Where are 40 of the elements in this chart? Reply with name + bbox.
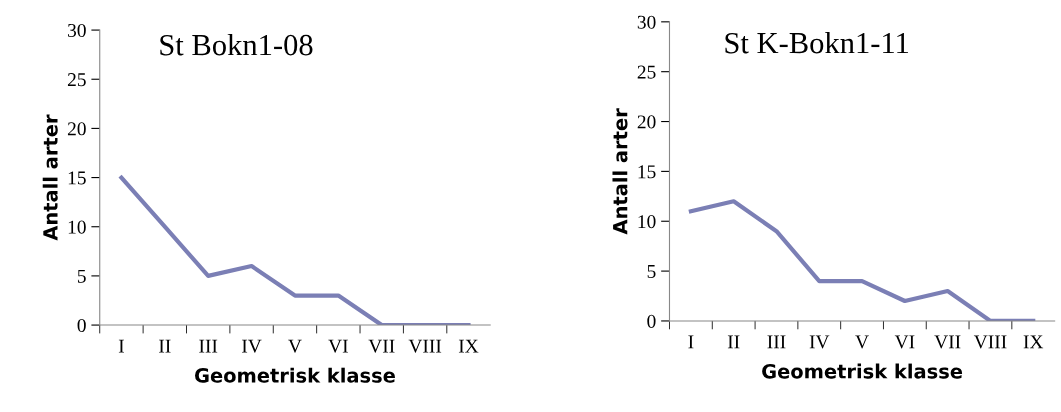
line-series <box>119 175 471 326</box>
x-tick-label: VIII <box>973 335 1007 349</box>
y-axis-title: Antall arter <box>42 114 58 241</box>
x-tick-label: IV <box>809 335 830 349</box>
y-tick-label: 10 <box>638 215 656 229</box>
y-tick-label: 10 <box>68 220 86 234</box>
y-tick-label: 30 <box>637 15 656 29</box>
line-series <box>688 199 1036 321</box>
x-tick-label: VI <box>328 339 348 353</box>
chart-title: St Bokn1-08 <box>160 33 313 56</box>
x-tick-label: IV <box>242 339 262 353</box>
x-tick-label: VII <box>934 335 961 349</box>
y-tick-label: 15 <box>68 171 86 185</box>
x-tick-label: III <box>767 335 786 349</box>
x-tick-label: V <box>288 339 302 353</box>
y-tick-label: 20 <box>637 115 656 129</box>
x-tick-label: VII <box>368 339 395 353</box>
x-tick-label: III <box>199 339 218 353</box>
x-tick-label: I <box>118 339 124 353</box>
x-tick-label: IX <box>458 339 479 353</box>
y-tick-label: 15 <box>638 165 656 179</box>
y-tick-label: 5 <box>647 265 656 279</box>
x-tick-label: VIII <box>408 339 442 353</box>
y-tick-label: 25 <box>637 65 656 79</box>
y-tick-label: 25 <box>67 73 86 87</box>
y-tick-label: 0 <box>647 314 656 328</box>
x-tick-label: IX <box>1023 335 1044 349</box>
y-tick-label: 0 <box>77 318 86 333</box>
x-tick-label: II <box>159 339 171 353</box>
x-axis-title: Geometrisk klasse <box>762 363 963 379</box>
x-tick-label: I <box>688 335 694 349</box>
x-tick-label: VI <box>894 335 915 349</box>
x-axis-title: Geometrisk klasse <box>195 367 395 383</box>
x-tick-label: V <box>855 335 869 349</box>
y-tick-label: 5 <box>77 269 86 283</box>
y-axis-title: Antall arter <box>612 108 628 235</box>
y-tick-label: 30 <box>68 23 86 38</box>
chart-title: St K-Bokn1-11 <box>725 31 909 54</box>
y-tick-label: 20 <box>67 122 86 136</box>
x-tick-label: II <box>727 335 740 349</box>
